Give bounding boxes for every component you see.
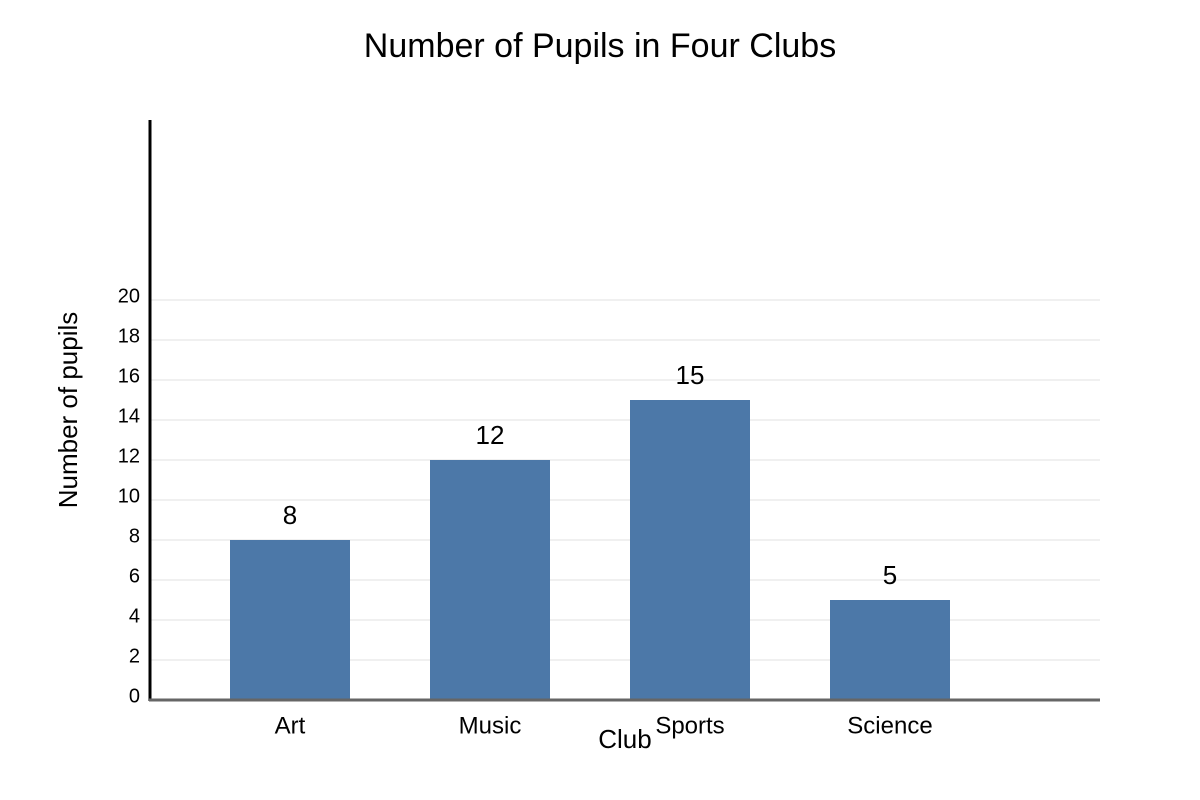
x-axis-label: Club [598,724,651,754]
y-tick-label: 14 [118,405,140,427]
y-tick-label: 4 [129,605,140,627]
y-tick-label: 2 [129,645,140,667]
bar [430,460,550,700]
value-label: 15 [676,360,705,390]
x-tick-label: Art [275,712,306,739]
bars [230,400,950,700]
bar [630,400,750,700]
x-tick-label: Sports [655,712,724,739]
y-tick-label: 16 [118,365,140,387]
x-tick-label: Music [459,712,522,739]
y-tick-label: 20 [118,285,140,307]
value-label: 8 [283,500,297,530]
y-tick-label: 10 [118,485,140,507]
bar [830,600,950,700]
value-label: 5 [883,560,897,590]
y-tick-label: 8 [129,525,140,547]
chart-title: Number of Pupils in Four Clubs [364,27,836,65]
y-axis-label: Number of pupils [53,312,83,509]
x-tick-label: Science [847,712,932,739]
y-tick-label: 0 [129,685,140,707]
value-label: 12 [476,420,505,450]
y-tick-label: 18 [118,325,140,347]
y-tick-label: 6 [129,565,140,587]
y-tick-label: 12 [118,445,140,467]
bar [230,540,350,700]
